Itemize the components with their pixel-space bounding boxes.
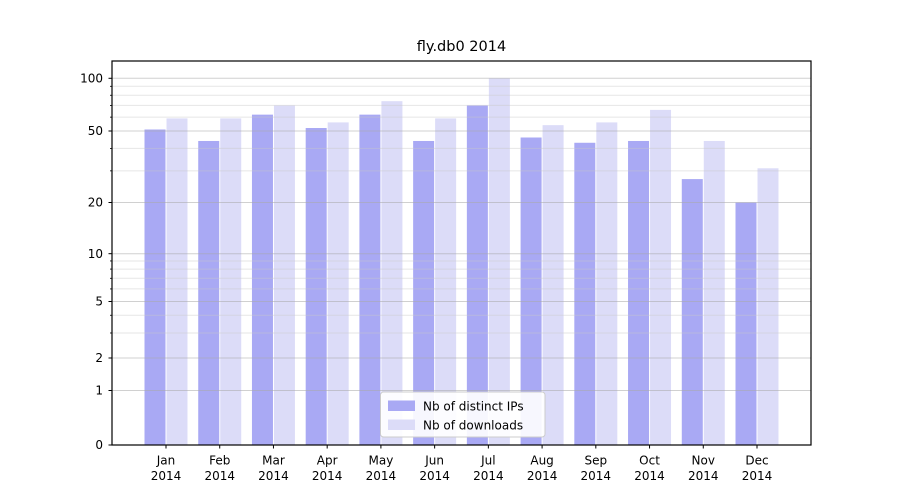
bar-nb-of-distinct-ips-dec-2014	[735, 202, 757, 445]
x-tick-label-dec-2014: Dec 2014	[742, 454, 773, 484]
minor-gridlines	[112, 85, 811, 334]
y-tick-label-20: 20	[88, 196, 103, 210]
bar-nb-of-distinct-ips-feb-2014	[198, 140, 220, 446]
x-tick-label-jun-2014: Jun 2014	[419, 454, 450, 484]
x-tick-label-mar-2014: Mar 2014	[258, 454, 289, 484]
bar-nb-of-distinct-ips-jan-2014	[144, 129, 166, 445]
x-tick-label-nov-2014: Nov 2014	[688, 454, 719, 484]
bar-nb-of-distinct-ips-mar-2014	[251, 114, 273, 445]
bar-nb-of-distinct-ips-nov-2014	[681, 179, 703, 445]
legend-label-distinct-ips: Nb of distinct IPs	[423, 400, 524, 414]
axis-ticks	[108, 77, 758, 449]
bar-nb-of-downloads-oct-2014	[650, 109, 672, 445]
y-tick-label-50: 50	[88, 124, 103, 138]
x-tick-label-may-2014: May 2014	[366, 454, 397, 484]
x-tick-label-jan-2014: Jan 2014	[151, 454, 182, 484]
x-tick-label-sep-2014: Sep 2014	[581, 454, 612, 484]
x-tick-label-aug-2014: Aug 2014	[527, 454, 558, 484]
bar-nb-of-downloads-nov-2014	[703, 140, 725, 446]
bar-nb-of-downloads-jul-2014	[488, 78, 510, 445]
x-tick-label-apr-2014: Apr 2014	[312, 454, 343, 484]
chart-title: fly.db0 2014	[417, 39, 506, 55]
bar-nb-of-distinct-ips-apr-2014	[305, 128, 327, 445]
bar-nb-of-downloads-feb-2014	[220, 118, 242, 446]
y-tick-label-10: 10	[88, 247, 103, 261]
bar-nb-of-downloads-mar-2014	[273, 105, 295, 445]
y-tick-label-100: 100	[80, 71, 103, 85]
y-tick-label-5: 5	[95, 295, 103, 309]
bar-nb-of-downloads-apr-2014	[327, 122, 349, 445]
plot-border	[111, 60, 812, 446]
bar-nb-of-downloads-sep-2014	[596, 122, 618, 445]
bar-nb-of-downloads-aug-2014	[542, 125, 564, 445]
legend-box	[380, 391, 546, 438]
legend-swatch-downloads	[388, 419, 415, 430]
x-axis-tick-labels: Jan 2014 Feb 2014 Mar 2014 Apr 2014 May 2014 Jun 20…	[151, 454, 773, 484]
bar-nb-of-distinct-ips-oct-2014	[628, 140, 650, 446]
bar-nb-of-distinct-ips-sep-2014	[574, 142, 596, 445]
bar-nb-of-distinct-ips-jul-2014	[466, 105, 488, 445]
legend-swatch-distinct-ips	[388, 400, 415, 411]
major-gridlines	[112, 77, 811, 392]
y-tick-label-0: 0	[95, 438, 103, 452]
bar-nb-of-downloads-jan-2014	[166, 118, 188, 446]
legend-label-downloads: Nb of downloads	[423, 419, 523, 433]
y-tick-label-1: 1	[95, 384, 103, 398]
bar-nb-of-downloads-dec-2014	[757, 168, 779, 445]
y-tick-label-2: 2	[95, 351, 103, 365]
x-tick-label-oct-2014: Oct 2014	[634, 454, 665, 484]
y-axis-tick-labels: 0 1 2 5 10 20 50 100	[80, 71, 103, 452]
bar-nb-of-downloads-may-2014	[381, 101, 403, 445]
bar-nb-of-distinct-ips-aug-2014	[520, 137, 542, 445]
x-tick-label-feb-2014: Feb 2014	[204, 454, 235, 484]
bar-nb-of-distinct-ips-jun-2014	[413, 140, 435, 446]
bar-nb-of-distinct-ips-may-2014	[359, 114, 381, 445]
x-tick-label-jul-2014: Jul 2014	[473, 454, 504, 484]
bar-nb-of-downloads-jun-2014	[435, 118, 457, 446]
legend: Nb of distinct IPs Nb of downloads	[380, 391, 546, 438]
bars-layer	[144, 78, 779, 446]
